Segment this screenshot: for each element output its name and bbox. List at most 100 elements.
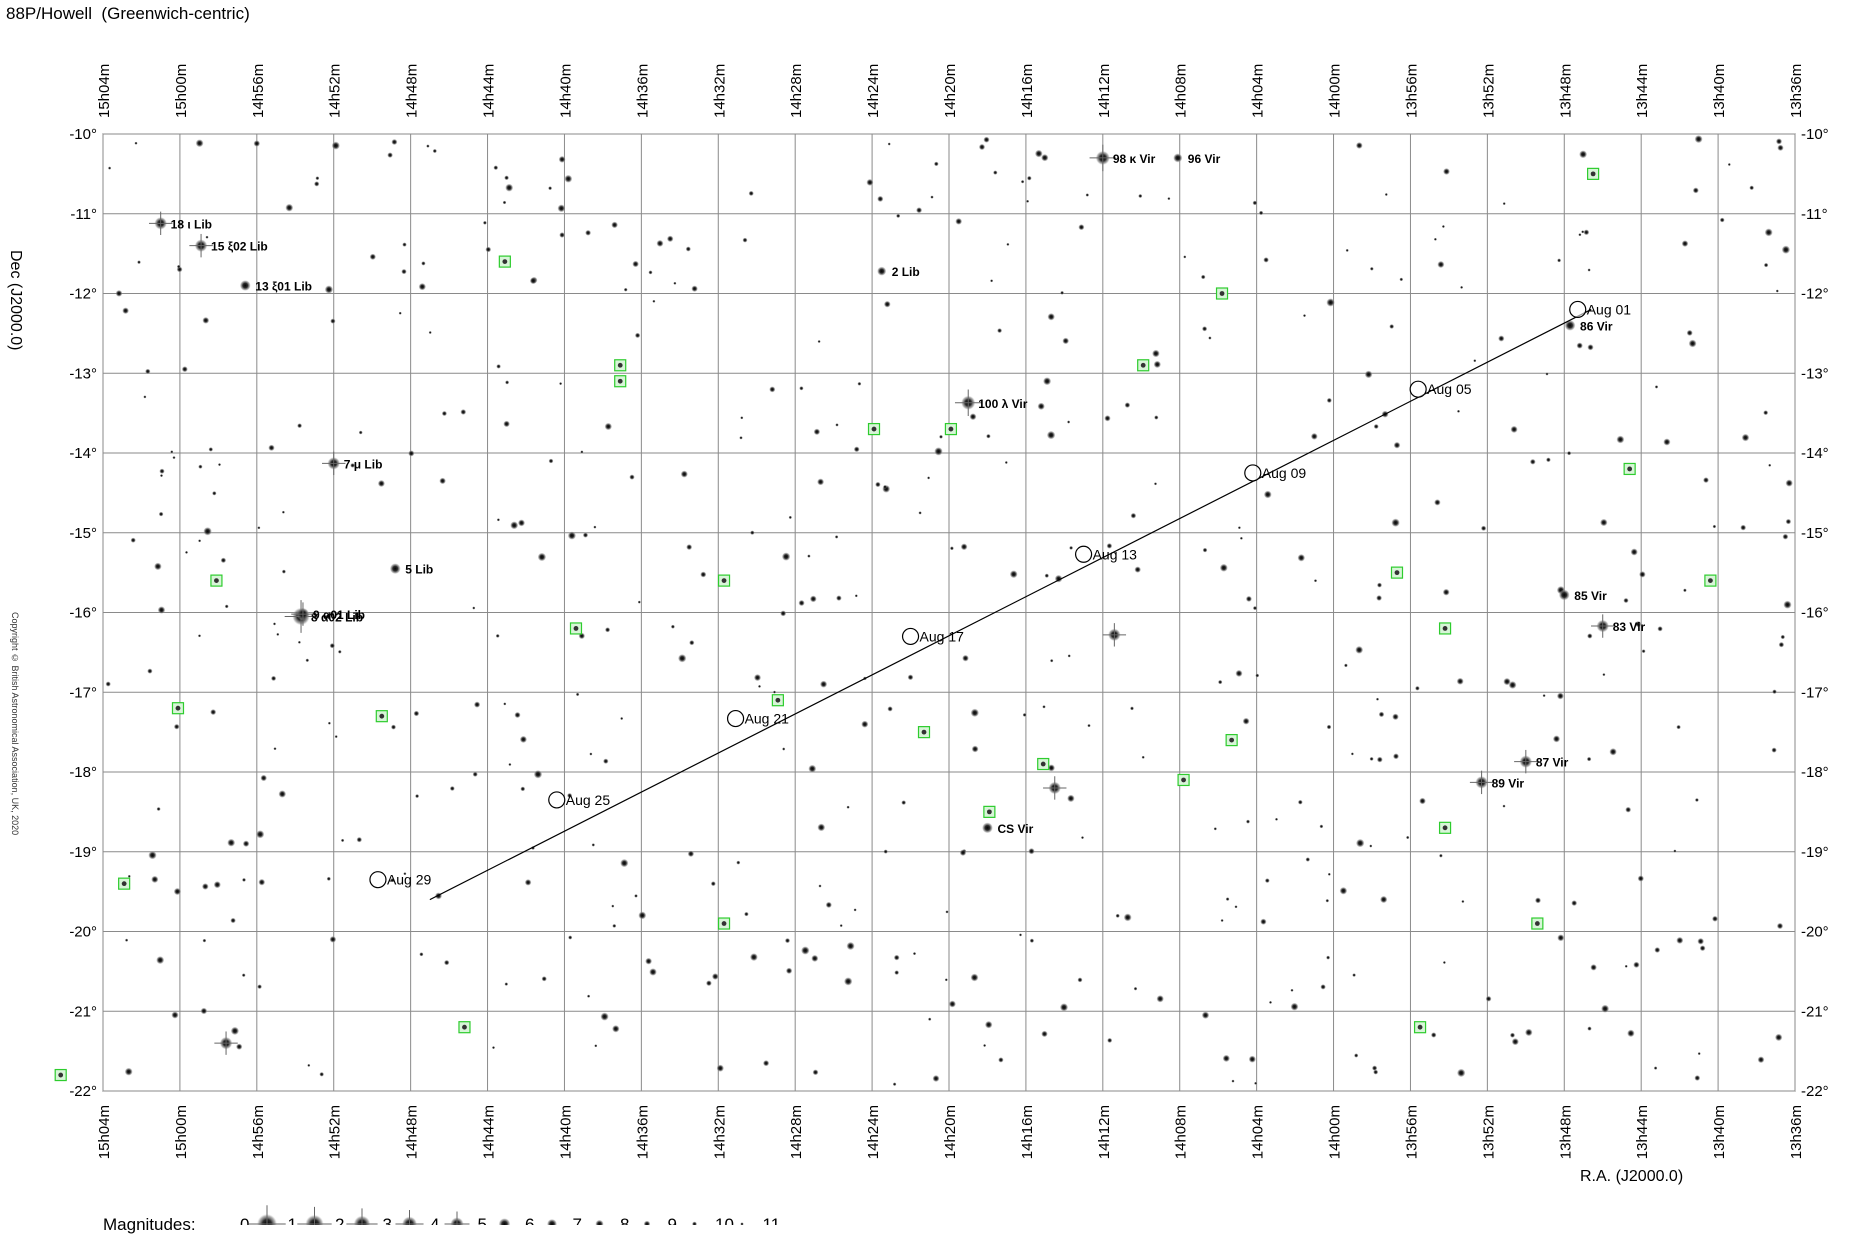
field-star (612, 1025, 620, 1033)
field-star (1460, 285, 1464, 289)
field-star (200, 1007, 208, 1015)
field-star (939, 434, 943, 439)
field-star (1069, 545, 1074, 550)
field-star (419, 952, 424, 957)
field-star (285, 203, 294, 212)
magnitude-value: 9 (668, 1215, 677, 1225)
field-star (949, 546, 954, 551)
ra-tick-label-bottom: 14h12m (1096, 1105, 1113, 1159)
field-star (1320, 984, 1326, 990)
field-star (1252, 200, 1258, 206)
y-axis-label: Dec (J2000.0) (7, 250, 24, 351)
field-star (1339, 886, 1348, 895)
named-star (1564, 319, 1576, 331)
field-star (813, 428, 821, 436)
field-star (1047, 764, 1056, 772)
green-marker-star (462, 1024, 467, 1030)
field-star (1399, 277, 1404, 282)
field-star (319, 1071, 325, 1077)
field-star (887, 142, 891, 146)
ra-tick-label-top: 14h20m (942, 64, 959, 118)
star-label: 8 α02 Lib (311, 610, 363, 624)
field-star (1248, 1055, 1256, 1063)
field-star (944, 978, 948, 982)
named-star (1173, 153, 1183, 163)
field-star (836, 595, 842, 601)
field-star (124, 938, 129, 942)
ra-tick-label-top: 13h48m (1557, 64, 1574, 118)
ra-tick-label-top: 14h16m (1019, 64, 1036, 118)
field-star (1080, 836, 1085, 840)
field-star (1782, 533, 1789, 540)
ra-tick-label-top: 13h52m (1480, 64, 1497, 118)
epoch-label: Aug 09 (1262, 465, 1307, 481)
field-star (753, 674, 762, 682)
field-star (268, 444, 275, 452)
epoch-marker (901, 627, 920, 646)
ra-tick-label-top: 15h04m (96, 64, 113, 118)
field-star (834, 535, 839, 539)
field-star (202, 938, 207, 943)
field-star (736, 860, 741, 865)
field-star (1510, 425, 1518, 434)
field-star (750, 530, 755, 535)
field-star (391, 138, 398, 146)
field-star (1502, 202, 1506, 206)
field-star (558, 155, 566, 163)
field-star (1783, 600, 1792, 609)
field-star (1167, 197, 1171, 201)
field-star (700, 571, 707, 578)
field-star (1456, 1068, 1466, 1078)
field-star (1026, 199, 1030, 203)
field-star (202, 316, 210, 324)
field-star (1557, 258, 1562, 263)
ra-tick-label-bottom: 14h20m (942, 1105, 959, 1159)
field-star (883, 300, 891, 308)
field-star (811, 954, 819, 962)
green-marker-star (1590, 171, 1596, 177)
ra-tick-label-bottom: 14h00m (1327, 1105, 1344, 1159)
field-star (1022, 712, 1027, 717)
magnitude-value: 11 (763, 1215, 781, 1225)
green-marker-star (1627, 466, 1633, 472)
field-star (1389, 324, 1395, 329)
field-star (1579, 150, 1588, 159)
field-star (912, 951, 917, 956)
field-star (350, 463, 355, 468)
field-star (1609, 748, 1617, 756)
field-star (1234, 905, 1238, 909)
field-star (883, 849, 888, 854)
field-star (1676, 936, 1684, 944)
field-star (575, 692, 580, 697)
dec-tick-label-left: -12° (69, 286, 97, 303)
field-star (782, 747, 786, 751)
field-star (297, 640, 301, 644)
field-star (156, 806, 161, 812)
field-star (1777, 144, 1784, 152)
field-star (1085, 193, 1090, 197)
field-star (473, 701, 481, 708)
field-star (307, 1063, 311, 1067)
star-label: 2 Lib (892, 265, 920, 279)
field-star (1587, 1026, 1592, 1031)
field-star (1375, 697, 1380, 701)
field-star (272, 622, 277, 626)
field-star (861, 720, 869, 728)
magnitude-value: 7 (573, 1215, 582, 1225)
field-star (1461, 899, 1465, 904)
field-star (896, 213, 901, 219)
field-star (472, 771, 478, 777)
magnitude-sample-star (643, 1220, 651, 1225)
epoch-marker (726, 709, 745, 728)
field-star (130, 537, 136, 543)
field-star (1263, 257, 1269, 263)
field-star (439, 477, 446, 485)
field-star (1602, 673, 1606, 677)
field-star (907, 674, 914, 681)
field-star (1587, 344, 1594, 351)
ra-tick-label-bottom: 14h56m (250, 1105, 267, 1159)
field-star (273, 747, 277, 751)
field-star (1059, 1003, 1069, 1012)
field-star (1552, 735, 1561, 743)
field-star (148, 850, 157, 860)
